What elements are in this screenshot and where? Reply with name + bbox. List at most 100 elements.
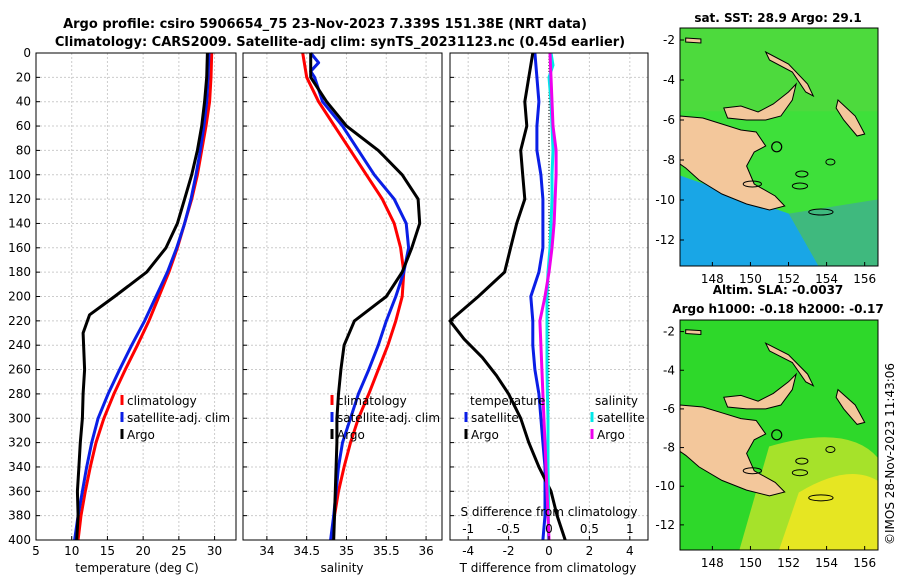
sst-field-north [680,28,878,112]
y-tick-label: -10 [655,479,675,493]
sla-map: 148 150 152 154 156 -2 -4 -6 -8 -10 -12 [655,319,879,570]
imos-timestamp: ©IMOS 28-Nov-2023 11:43:06 [883,363,897,545]
x-tick-label: 35 [339,544,354,558]
y-tick-label: 200 [8,290,31,304]
island-contour [795,170,809,178]
island-contour [808,494,834,502]
land-new-britain [723,82,798,121]
x-tick-label: -2 [503,544,515,558]
y-tick-label: 280 [8,387,31,401]
y-tick-label: -12 [655,233,675,247]
y-tick-label: -4 [663,363,675,377]
legend-label: climatology [127,394,197,408]
x-tick-label: 156 [853,556,876,570]
series-line-salinity-argo [538,52,558,541]
sla-map-title: Altim. SLA: -0.0037 [713,283,844,297]
y-tick-label: 0 [23,46,31,60]
figure-subtitle: Climatology: CARS2009. Satellite-adj cli… [55,35,625,50]
x-tick-label: 152 [777,272,800,286]
land-new-ireland [764,342,815,387]
series-line-satellite-adj-clim [73,52,211,541]
temperature-panel: 5 10 15 20 25 3002040608010012014016018020022… [8,46,237,558]
series-line-argo [309,53,422,541]
island-contour [795,457,809,465]
y-tick-label: 40 [16,95,31,109]
y-tick-label: 300 [8,411,31,425]
sla-map-subtitle: Argo h1000: -0.18 h2000: -0.17 [672,302,883,316]
y-tick-label: 180 [8,265,31,279]
y-tick-label: 400 [8,533,31,547]
y-tick-label: -6 [663,113,675,127]
legend-label: satellite [471,411,519,425]
s-tick-label: 0.5 [580,522,599,536]
sst-cool-water [680,175,819,266]
island-contour [808,208,834,216]
legend-label: climatology [337,394,407,408]
y-tick-label: 100 [8,168,31,182]
y-tick-label: -8 [663,153,675,167]
land-bougainville [835,388,866,425]
y-tick-label: 160 [8,241,31,255]
x-tick-label: 20 [136,544,151,558]
y-tick-label: -12 [655,518,675,532]
y-tick-label: 380 [8,509,31,523]
x-tick-label: 148 [701,272,724,286]
y-tick-label: 140 [8,216,31,230]
y-tick-label: 360 [8,484,31,498]
x-tick-label: 35.5 [373,544,400,558]
s-tick-label: 0 [545,522,553,536]
land-manus [685,37,702,44]
y-tick-label: 340 [8,460,31,474]
x-tick-label: 15 [100,544,115,558]
land-bougainville [835,99,866,137]
island-contour [825,445,836,453]
x-tick-label: 30 [207,544,222,558]
s-difference-xlabel: S difference from climatology [461,505,638,519]
sst-map-title: sat. SST: 28.9 Argo: 29.1 [694,11,861,25]
series-line-climatology [301,52,406,541]
legend-label: satellite-adj. clim [127,411,230,425]
x-tick-label: 156 [853,272,876,286]
island-contour [791,182,809,190]
x-tick-label: 34 [259,544,274,558]
argo-position-marker [771,141,783,153]
island-contour [742,467,762,475]
y-tick-label: -2 [663,325,675,339]
temperature-xlabel: temperature (deg C) [75,561,198,575]
s-tick-label: 1 [626,522,634,536]
y-tick-label: 220 [8,314,31,328]
series-line-climatology [76,52,214,541]
x-tick-label: 4 [626,544,634,558]
legend-title-temperature: temperature [470,394,545,408]
legend-label: satellite-adj. clim [337,411,440,425]
legend-label: Argo [337,428,365,442]
x-tick-label: 154 [815,556,838,570]
y-tick-label: 320 [8,436,31,450]
legend-title-salinity: salinity [595,394,638,408]
x-tick-label: 148 [701,556,724,570]
s-tick-label: -1 [462,522,474,536]
legend-label: Argo [471,428,499,442]
salinity-xlabel: salinity [320,561,363,575]
difference-panel: -4 -2 0 2 4 temperature salinity satellite Argo s… [448,52,649,558]
y-tick-label: -2 [663,33,675,47]
y-tick-label: 60 [16,119,31,133]
y-tick-label: -8 [663,441,675,455]
salinity-panel: 34 34.5 35 35.5 36 climatology satellite-adj. … [242,52,443,558]
t-difference-xlabel: T difference from climatology [459,561,637,575]
x-tick-label: 154 [815,272,838,286]
x-tick-label: 150 [739,272,762,286]
legend-label: satellite [597,411,645,425]
x-tick-label: 36 [418,544,433,558]
land-manus [685,329,702,336]
y-tick-label: -6 [663,402,675,416]
figure-title: Argo profile: csiro 5906654_75 23-Nov-20… [63,17,587,32]
x-tick-label: 34.5 [293,544,320,558]
map-frame [679,27,879,267]
series-line-temperature-argo [448,52,567,541]
y-tick-label: -4 [663,73,675,87]
x-tick-label: 25 [171,544,186,558]
argo-position-marker [771,429,783,441]
legend-label: Argo [127,428,155,442]
